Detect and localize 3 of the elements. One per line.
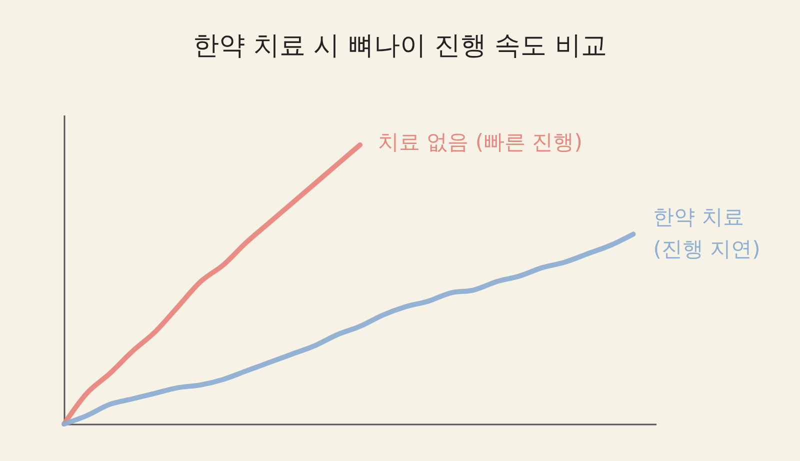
chart-title: 한약 치료 시 뼈나이 진행 속도 비교 [193, 31, 607, 61]
series-label: 치료 없음 (빠른 진행) [378, 130, 582, 154]
series-label: 한약 치료 (진행 지연) [653, 205, 760, 262]
